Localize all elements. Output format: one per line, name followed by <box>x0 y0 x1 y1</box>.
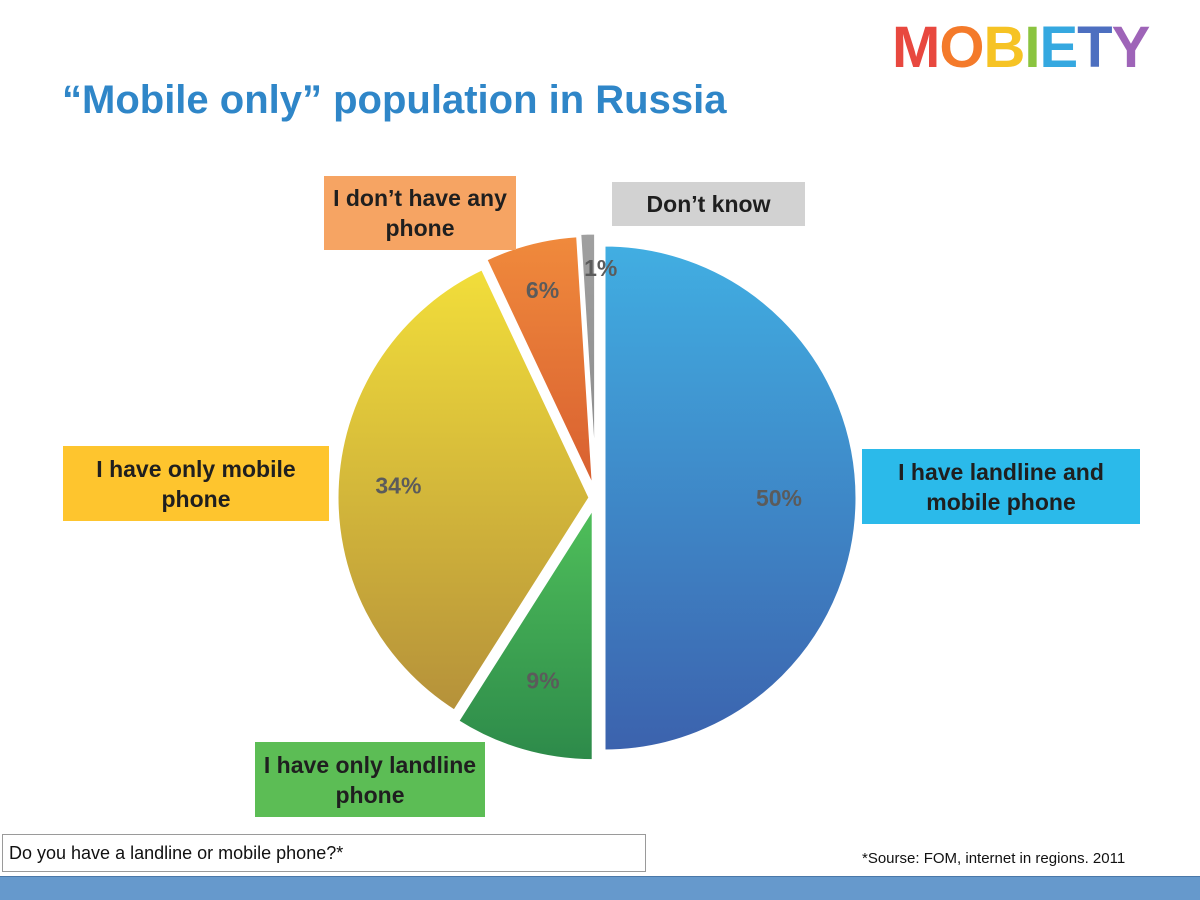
callout-landline-and-mobile: I have landline and mobile phone <box>862 449 1140 524</box>
callout-only-landline: I have only landline phone <box>255 742 485 817</box>
logo-letter: T <box>1077 15 1112 80</box>
logo-letter: I <box>1024 15 1040 80</box>
logo-letter: B <box>983 15 1025 80</box>
survey-question: Do you have a landline or mobile phone?* <box>2 834 646 872</box>
callout-no-phone: I don’t have any phone <box>324 176 516 250</box>
chart-title: “Mobile only” population in Russia <box>62 78 727 122</box>
pie-slice <box>455 502 595 763</box>
callout-only-mobile: I have only mobile phone <box>63 446 329 521</box>
slice-value-label: 34% <box>375 473 421 499</box>
source-note: *Sourse: FOM, internet in regions. 2011 <box>862 850 1126 867</box>
slice-value-label: 50% <box>756 485 802 511</box>
pie-slice <box>578 231 598 487</box>
footer-bar <box>0 876 1200 900</box>
mobiety-logo: MOBIETY <box>892 18 1182 78</box>
logo-letter: E <box>1039 15 1078 80</box>
slice-value-label: 6% <box>526 277 559 303</box>
logo-letter: O <box>939 15 984 80</box>
pie-slice <box>483 234 596 489</box>
slice-value-label: 1% <box>584 255 617 281</box>
slice-value-label: 9% <box>526 667 559 693</box>
logo-letter: M <box>892 15 940 80</box>
callout-dont-know: Don’t know <box>612 182 805 226</box>
pie-slice <box>602 243 859 753</box>
logo-letter: Y <box>1111 15 1151 80</box>
pie-slice <box>335 266 592 714</box>
